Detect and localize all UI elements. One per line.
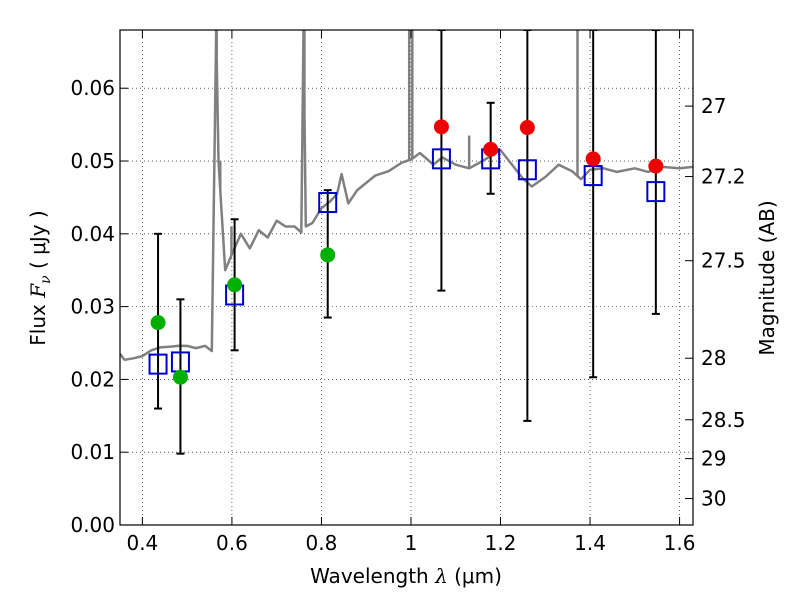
y-tick-label: 0.05	[70, 149, 115, 173]
red-data-point	[648, 158, 664, 174]
plot-area	[120, 30, 693, 455]
green-data-point	[150, 315, 166, 331]
model-square-point	[318, 192, 338, 214]
red-data-point	[433, 119, 449, 135]
x-tick-label: 1.6	[664, 531, 696, 555]
mag-tick-label: 27.2	[701, 165, 746, 189]
y-tick-label: 0.04	[70, 222, 115, 246]
red-data-point	[519, 120, 535, 136]
red-data-point	[585, 151, 601, 167]
x-tick-label: 1	[405, 531, 418, 555]
y-tick-label: 0.00	[70, 513, 115, 537]
model-square-point	[431, 148, 451, 170]
mag-tick-label: 27.5	[701, 249, 746, 273]
x-tick-label: 0.8	[306, 531, 338, 555]
x-tick-label: 1.4	[574, 531, 606, 555]
green-data-point	[227, 277, 243, 293]
x-tick-label: 0.6	[216, 531, 248, 555]
plot-background	[120, 30, 693, 525]
green-data-point	[320, 247, 336, 263]
x-tick-label: 1.2	[485, 531, 517, 555]
y-axis-right-label: Magnitude (AB)	[755, 200, 779, 355]
y-tick-label: 0.01	[70, 440, 115, 464]
red-data-point	[483, 141, 499, 157]
y-axis-label: Flux Fν ( μJy )	[26, 210, 54, 345]
model-square-point	[148, 353, 168, 375]
y-tick-label: 0.03	[70, 295, 115, 319]
mag-tick-label: 28.5	[701, 408, 746, 432]
axes: 0.4 0.6 0.8 1 1.2 1.4 1.6 0.00 0.01 0.02 0.03 0.04 0…	[70, 30, 746, 555]
x-axis-label: Wavelength λ (μm)	[310, 564, 502, 588]
model-square-point	[646, 181, 666, 203]
y-tick-label: 0.06	[70, 76, 115, 100]
mag-tick-label: 27	[701, 94, 726, 118]
model-square-point	[517, 159, 537, 181]
y-tick-label: 0.02	[70, 367, 115, 391]
grid-lines	[120, 30, 693, 526]
green-data-point	[172, 369, 188, 385]
mag-tick-label: 28	[701, 346, 726, 370]
plot-frame	[119, 29, 694, 526]
mag-tick-label: 29	[701, 447, 726, 471]
mag-tick-label: 30	[701, 487, 726, 511]
sed-model-line	[120, 30, 693, 362]
x-tick-label: 0.4	[126, 531, 158, 555]
